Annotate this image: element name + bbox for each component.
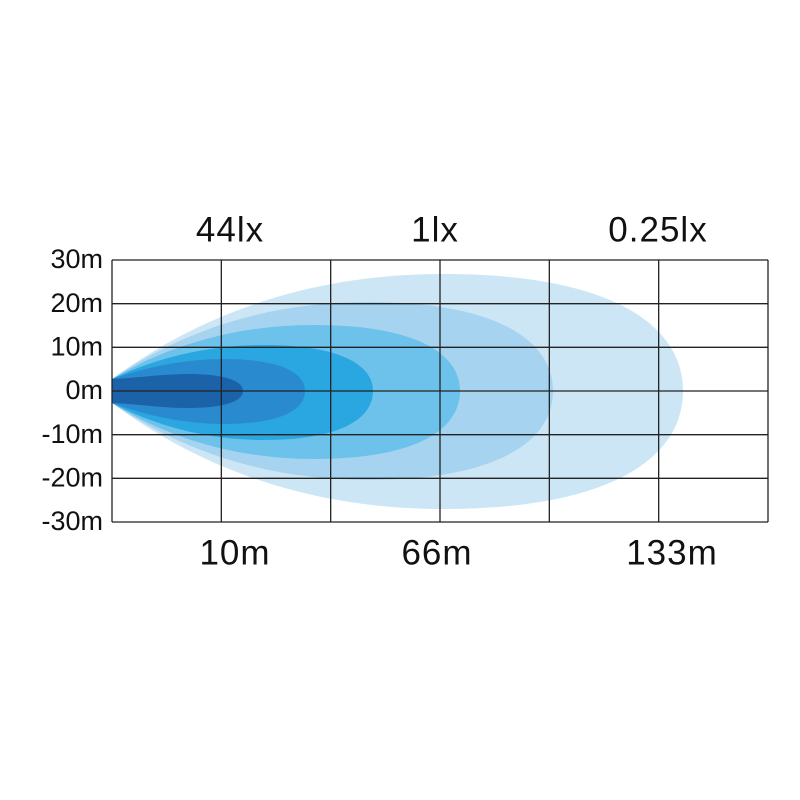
- illuminance-label: 0.25lx: [608, 210, 707, 249]
- grid: [111, 259, 769, 523]
- y-label: 0m: [65, 375, 103, 405]
- distance-label: 10m: [199, 533, 270, 572]
- y-label: 30m: [50, 244, 103, 274]
- illuminance-label: 1lx: [411, 210, 459, 249]
- y-label: 20m: [50, 288, 103, 318]
- y-label: -30m: [41, 506, 103, 536]
- labels: 30m 20m 10m 0m -10m -20m -30m 44lx 1lx 0.25lx 10m 6…: [41, 210, 718, 572]
- illuminance-label: 44lx: [196, 210, 264, 249]
- y-label: -10m: [41, 419, 103, 449]
- y-label: -20m: [41, 462, 103, 492]
- y-label: 10m: [50, 331, 103, 361]
- distance-label: 66m: [401, 533, 472, 572]
- distance-label: 133m: [626, 533, 718, 572]
